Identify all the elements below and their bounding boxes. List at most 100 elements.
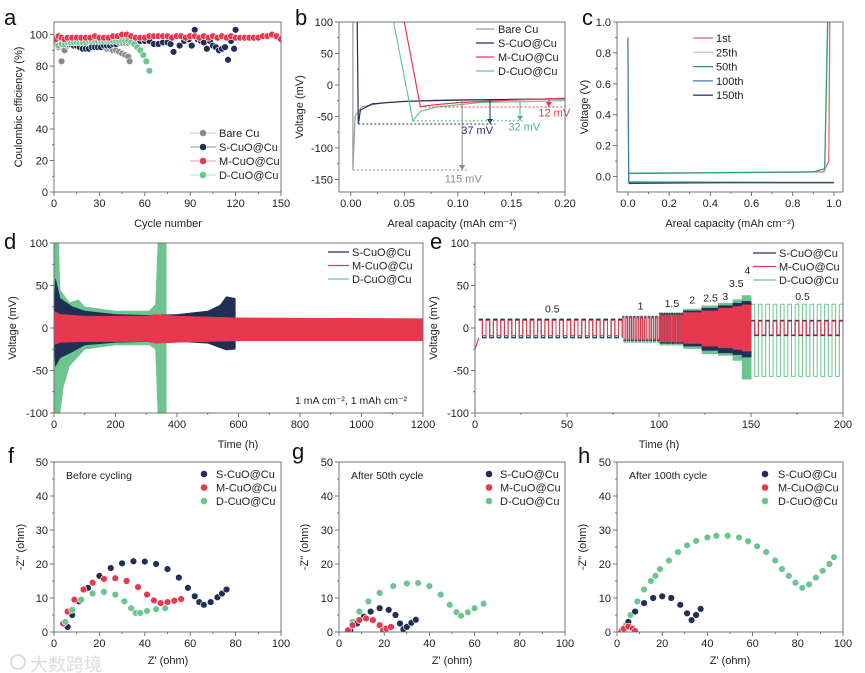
x-tick-label: 50 <box>561 419 573 431</box>
x-tick-label: 0 <box>336 638 342 650</box>
legend-label: S-CuO@Cu <box>500 469 559 481</box>
panel-f: f 0 20 40 60 80 100 0 10 20 30 40 50 Z' (ohm) -Z'' (oh… <box>8 443 290 667</box>
data-point <box>464 608 472 616</box>
data-point <box>362 614 370 623</box>
data-point <box>724 532 732 540</box>
series-d-cuo-cu <box>344 579 488 632</box>
series-line <box>403 22 565 108</box>
current-density-label: 0.5 <box>795 291 810 303</box>
y-axis-title: Coulombic efficiency (%) <box>13 47 25 168</box>
y-tick-label: 0.0 <box>596 172 611 184</box>
data-point <box>446 601 454 609</box>
panel-letter: g <box>292 439 304 464</box>
plot-area <box>352 22 565 171</box>
plot-frame <box>53 242 424 414</box>
series-150th <box>628 182 834 185</box>
data-point <box>631 627 639 632</box>
y-tick-label: -50 <box>32 366 48 378</box>
y-axis-title: Voltage (mV) <box>7 296 19 360</box>
condition-label: After 100th cycle <box>629 470 707 482</box>
condition-label: After 50th cycle <box>351 470 424 482</box>
x-tick-label: 0.15 <box>501 198 522 210</box>
data-point <box>125 57 134 66</box>
data-point <box>203 45 211 53</box>
y-tick-label: 100 <box>30 30 48 42</box>
x-tick-label: 100 <box>650 419 668 431</box>
x-tick-label: 0.10 <box>447 198 468 210</box>
x-tick-label: 40 <box>701 638 713 650</box>
panel-a: a 0 30 60 90 120 150 0 20 40 60 80 100 Cycle number Co… <box>4 5 290 230</box>
x-tick-label: 30 <box>93 198 105 210</box>
legend-marker <box>485 497 493 505</box>
data-point <box>651 572 660 580</box>
legend-label: S-CuO@Cu <box>216 469 275 481</box>
data-point <box>122 577 131 585</box>
x-tick-label: 60 <box>139 198 151 210</box>
x-tick-label: 0.00 <box>340 198 361 210</box>
data-point <box>640 585 648 594</box>
data-point <box>414 579 422 587</box>
data-point <box>111 590 119 599</box>
plot-area <box>54 243 423 413</box>
x-tick-label: 40 <box>423 638 435 650</box>
series-50th <box>627 22 834 184</box>
x-tick-label: 90 <box>184 198 196 210</box>
series-d-cuo-cu <box>54 37 154 75</box>
data-point <box>134 583 142 591</box>
data-point <box>120 597 129 606</box>
series-m-cuo-cu <box>403 22 565 108</box>
data-point <box>191 592 199 600</box>
data-point <box>778 565 786 573</box>
test-condition-note: 1 mA cm⁻², 1 mAh cm⁻² <box>295 395 408 407</box>
panel-letter: e <box>430 229 442 254</box>
plot-area <box>617 532 838 632</box>
x-tick-label: 400 <box>168 419 186 431</box>
legend-label: S-CuO@Cu <box>219 142 278 154</box>
x-tick-label: 0.20 <box>554 198 575 210</box>
data-point <box>161 604 169 612</box>
data-point <box>177 595 185 603</box>
y-axis-title: -Z'' (ohm) <box>299 524 311 570</box>
data-point <box>175 41 184 50</box>
legend-label: 50th <box>716 62 737 74</box>
plot-frame <box>616 461 844 633</box>
data-point <box>696 605 705 613</box>
legend-marker <box>199 171 207 179</box>
plot-frame <box>53 461 282 633</box>
panel-c: c 0.0 0.2 0.4 0.6 0.8 1.0 0.0 0.2 0.4 0.6 0.8 1.0 Are… <box>579 5 844 230</box>
data-point <box>403 579 411 588</box>
panel-letter: b <box>295 5 307 30</box>
y-tick-label: 80 <box>36 61 48 73</box>
data-point <box>111 574 119 582</box>
data-point <box>218 589 226 598</box>
legend-marker <box>761 497 769 505</box>
data-point <box>369 616 377 624</box>
x-tick-label: 0.2 <box>661 198 676 210</box>
panel-letter: c <box>582 5 593 30</box>
legend: S-CuO@Cu M-CuO@CuD-CuO@Cu <box>761 469 839 508</box>
legend-marker <box>199 143 207 151</box>
series-1st <box>627 22 834 184</box>
legend-label: D-CuO@Cu <box>216 496 275 508</box>
y-axis-title: -Z'' (ohm) <box>15 524 27 570</box>
series-m-cuo-cu <box>617 622 639 632</box>
y-tick-label: 0 <box>327 80 333 92</box>
x-tick-label: 0.8 <box>785 198 800 210</box>
legend-marker <box>485 483 493 492</box>
watermark-text: 大数跨境 <box>30 655 102 673</box>
y-tick-label: 0.8 <box>596 48 611 60</box>
data-point <box>683 609 691 617</box>
data-point <box>647 577 655 585</box>
current-density-label: 3.5 <box>729 278 744 290</box>
data-point <box>355 607 364 616</box>
overpotential-label: 12 mV <box>538 107 570 119</box>
data-point <box>145 67 154 75</box>
legend-label: 1st <box>716 33 731 45</box>
x-tick-label: 0.0 <box>620 198 635 210</box>
y-tick-label: 0 <box>42 627 48 639</box>
x-axis-title: Time (h) <box>639 439 680 451</box>
legend-marker <box>761 483 769 492</box>
data-point <box>143 607 151 615</box>
y-tick-label: 0 <box>42 323 48 335</box>
